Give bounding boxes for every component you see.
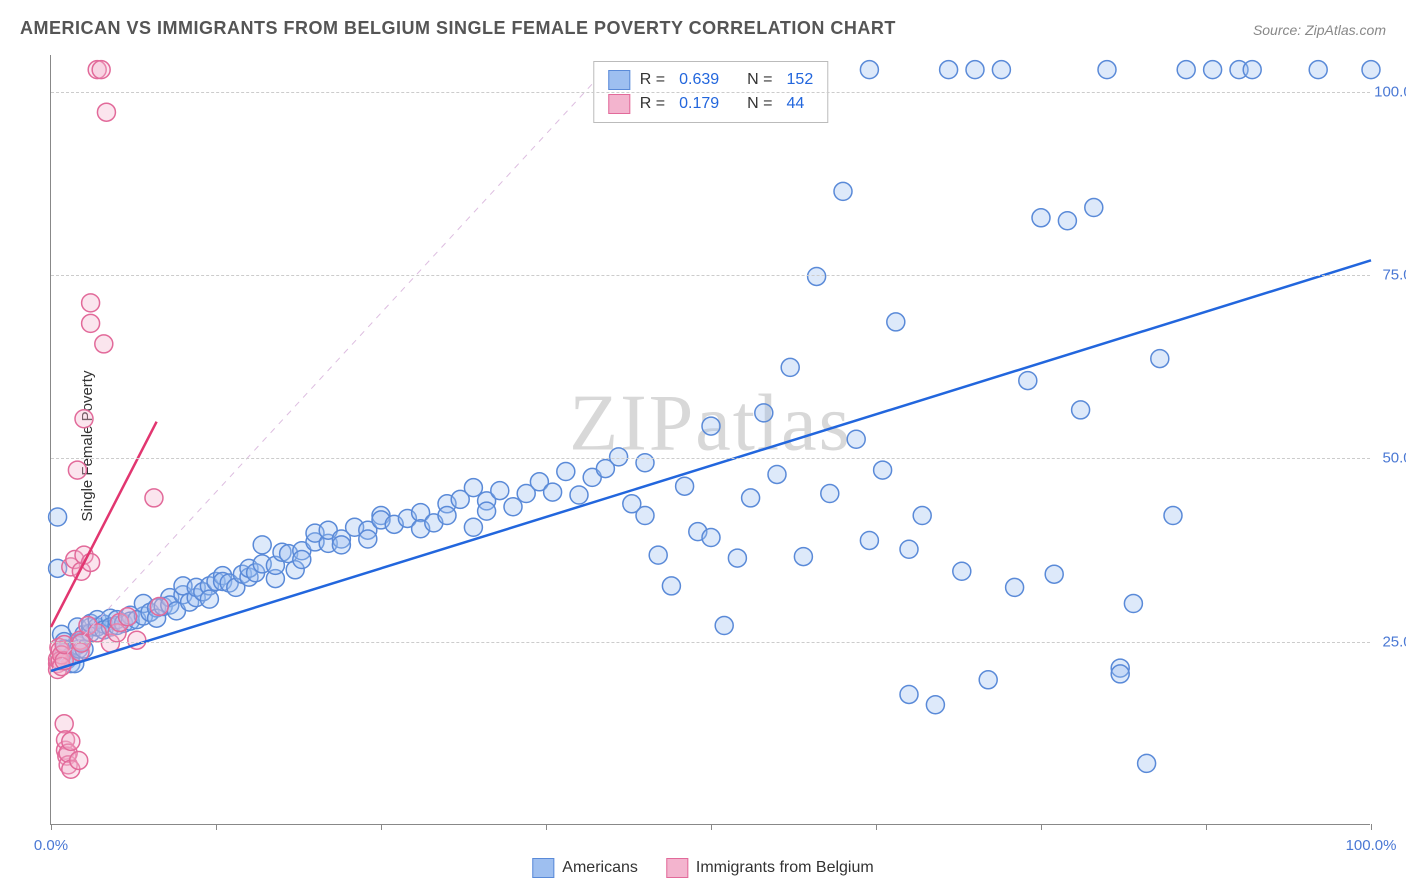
trend-line: [51, 260, 1371, 671]
xtick: [51, 824, 52, 830]
legend-n-label: N =: [747, 95, 772, 113]
ytick-label: 25.0%: [1382, 633, 1406, 650]
xtick: [546, 824, 547, 830]
gridline: [51, 275, 1370, 276]
legend-label: Immigrants from Belgium: [696, 859, 874, 877]
legend-series: Americans Immigrants from Belgium: [532, 858, 873, 878]
trend-line: [51, 70, 605, 671]
legend-r-label: R =: [640, 95, 665, 113]
legend-stat-row: R = 0.639 N = 152: [608, 68, 813, 92]
ytick-label: 50.0%: [1382, 450, 1406, 467]
xtick-label: 100.0%: [1346, 837, 1397, 854]
legend-swatch: [608, 70, 630, 90]
legend-stat-row: R = 0.179 N = 44: [608, 92, 813, 116]
legend-n-value: 152: [787, 71, 814, 89]
legend-swatch: [608, 94, 630, 114]
xtick: [711, 824, 712, 830]
legend-item: Immigrants from Belgium: [666, 858, 874, 878]
legend-n-value: 44: [787, 95, 805, 113]
trend-layer: [51, 55, 1370, 824]
xtick: [1206, 824, 1207, 830]
ytick-label: 75.0%: [1382, 267, 1406, 284]
legend-r-value: 0.179: [679, 95, 719, 113]
xtick: [1041, 824, 1042, 830]
trend-line: [51, 422, 157, 627]
legend-item: Americans: [532, 858, 638, 878]
chart-title: AMERICAN VS IMMIGRANTS FROM BELGIUM SING…: [20, 18, 896, 39]
ytick-label: 100.0%: [1374, 83, 1406, 100]
source-label: Source: ZipAtlas.com: [1253, 22, 1386, 38]
chart-container: AMERICAN VS IMMIGRANTS FROM BELGIUM SING…: [0, 0, 1406, 892]
xtick-label: 0.0%: [34, 837, 68, 854]
plot-area: ZIPatlas R =0.639N =152R =0.179N =44 25.…: [50, 55, 1370, 825]
gridline: [51, 92, 1370, 93]
xtick: [381, 824, 382, 830]
legend-label: Americans: [562, 859, 638, 877]
xtick: [1371, 824, 1372, 830]
legend-swatch: [532, 858, 554, 878]
legend-n-label: N =: [747, 71, 772, 89]
gridline: [51, 642, 1370, 643]
legend-r-label: R =: [640, 71, 665, 89]
legend-r-value: 0.639: [679, 71, 719, 89]
xtick: [876, 824, 877, 830]
xtick: [216, 824, 217, 830]
gridline: [51, 458, 1370, 459]
legend-swatch: [666, 858, 688, 878]
